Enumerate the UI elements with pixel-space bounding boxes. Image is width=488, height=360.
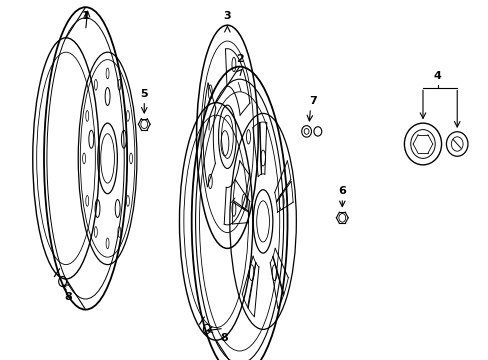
Text: 2: 2 xyxy=(235,54,243,64)
Text: 1: 1 xyxy=(81,11,89,21)
Text: 5: 5 xyxy=(140,89,148,99)
Text: 8: 8 xyxy=(220,333,227,343)
Text: 3: 3 xyxy=(223,11,231,21)
Text: 8: 8 xyxy=(64,292,72,302)
Text: 7: 7 xyxy=(308,96,316,106)
Text: 6: 6 xyxy=(338,186,346,196)
Text: 4: 4 xyxy=(433,71,441,81)
